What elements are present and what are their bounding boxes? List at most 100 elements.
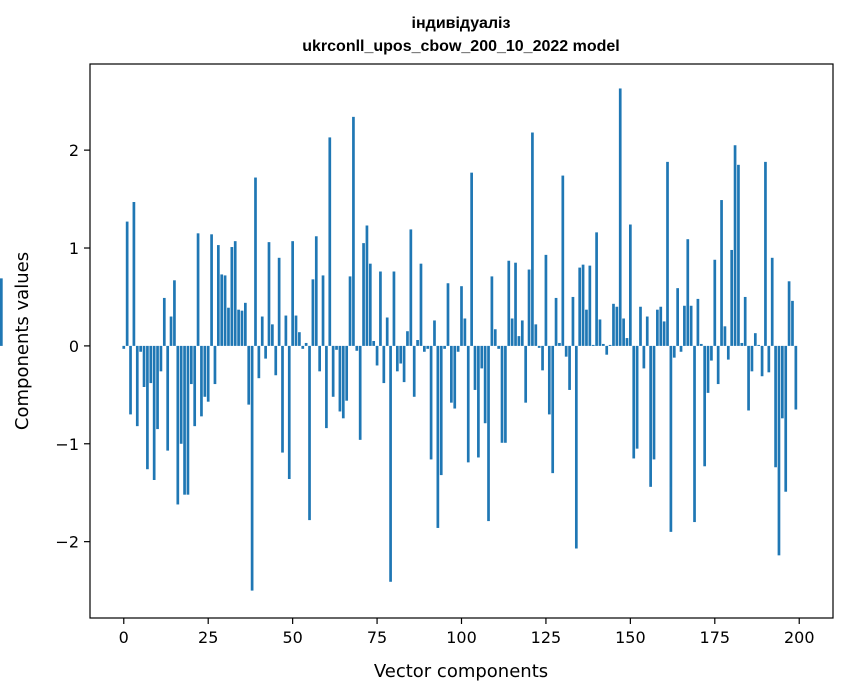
bar-157	[652, 345, 656, 460]
bar-27	[213, 345, 217, 385]
bar-106	[480, 345, 484, 369]
bar-159	[659, 306, 663, 346]
bar-26	[210, 234, 213, 346]
bar-108	[487, 345, 490, 522]
bar-52	[298, 332, 301, 346]
bar-11	[159, 345, 163, 372]
bar-48	[284, 315, 288, 346]
bar-187	[753, 333, 757, 346]
bar-1	[125, 221, 129, 346]
x-tick-label: 25	[198, 628, 218, 647]
bar-89	[423, 345, 426, 352]
bar-147	[618, 88, 622, 346]
bar-13	[166, 345, 170, 451]
bar-62	[331, 345, 335, 397]
bar-133	[571, 296, 575, 346]
bar-146	[615, 306, 619, 346]
x-tick-label: 75	[367, 628, 387, 647]
bar-undefined	[0, 278, 3, 346]
y-tick-label: −1	[55, 435, 79, 454]
bar-137	[585, 309, 588, 346]
bar-2	[129, 345, 132, 415]
bar-191	[767, 345, 771, 373]
bar-151	[632, 345, 636, 459]
bar-172	[703, 345, 707, 467]
bar-199	[794, 345, 798, 410]
bar-41	[260, 316, 264, 346]
bar-54	[304, 342, 308, 346]
bar-111	[497, 345, 500, 349]
bar-152	[635, 345, 639, 449]
bar-38	[250, 345, 254, 591]
bar-37	[247, 345, 251, 405]
bar-86	[412, 345, 416, 397]
bar-164	[676, 288, 679, 346]
bar-120	[527, 269, 531, 346]
bar-58	[318, 345, 321, 372]
x-tick-label: 50	[282, 628, 302, 647]
bar-55	[308, 345, 311, 521]
bar-158	[656, 309, 659, 346]
bar-21	[193, 345, 197, 427]
bar-182	[737, 164, 740, 346]
bar-127	[551, 345, 555, 474]
bar-46	[277, 257, 281, 346]
bar-113	[504, 345, 507, 443]
bar-115	[510, 318, 514, 346]
bar-35	[240, 310, 244, 346]
bar-10	[156, 345, 159, 430]
bar-125	[544, 254, 548, 346]
bar-65	[341, 345, 345, 419]
bar-34	[237, 309, 240, 346]
bar-124	[541, 345, 544, 371]
x-axis-ticks: 0 25 50 75 100 125 150 175 200	[119, 618, 815, 647]
bar-163	[672, 345, 676, 358]
bar-183	[740, 342, 744, 346]
bar-91	[429, 345, 433, 460]
bar-32	[230, 247, 234, 346]
bar-166	[683, 305, 686, 346]
bar-44	[271, 324, 274, 346]
bar-71	[362, 243, 365, 346]
bar-75	[375, 345, 379, 366]
bar-64	[338, 345, 342, 412]
bar-77	[382, 345, 386, 384]
bar-96	[446, 283, 450, 346]
bar-33	[233, 241, 237, 346]
bar-5	[139, 345, 143, 352]
bar-101	[463, 318, 467, 346]
bar-18	[183, 345, 186, 495]
bar-88	[419, 263, 423, 346]
y-axis-label: Components values	[12, 252, 33, 430]
bar-69	[355, 345, 359, 351]
bar-31	[227, 307, 230, 346]
bar-114	[507, 260, 511, 346]
x-tick-label: 150	[615, 628, 646, 647]
bar-42	[264, 345, 267, 359]
bar-30	[223, 275, 227, 346]
bar-195	[780, 345, 784, 419]
x-axis-label: Vector components	[374, 661, 548, 682]
bar-95	[443, 345, 446, 349]
bar-16	[176, 345, 180, 505]
bar-82	[399, 345, 403, 364]
bar-177	[720, 200, 723, 346]
bar-161	[666, 161, 669, 346]
bar-8	[149, 345, 153, 384]
bar-3	[132, 202, 136, 346]
bar-102	[466, 345, 470, 463]
bar-53	[301, 345, 305, 349]
bar-144	[608, 344, 612, 346]
bar-118	[520, 320, 524, 346]
bar-142	[601, 343, 605, 346]
bar-171	[699, 343, 703, 346]
bar-107	[483, 345, 487, 424]
bar-129	[558, 342, 561, 346]
bar-76	[379, 271, 382, 346]
bar-23	[200, 345, 203, 417]
bar-135	[578, 267, 582, 346]
bar-93	[436, 345, 440, 528]
plot-frame	[89, 63, 834, 619]
bar-132	[568, 345, 571, 390]
